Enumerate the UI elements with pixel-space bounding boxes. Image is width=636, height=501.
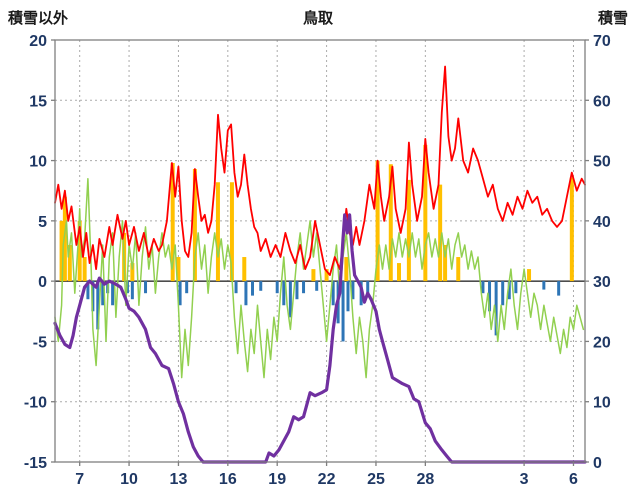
right-axis-title: 積雪 [597,10,628,27]
left-tick-label: 0 [38,274,47,291]
right-tick-label: 20 [593,334,611,351]
left-tick-label: -5 [33,334,47,351]
left-tick-label: -15 [24,455,47,472]
chart-title: 鳥取 [302,10,333,27]
right-tick-label: 30 [593,274,611,291]
right-tick-label: 60 [593,93,611,110]
right-tick-label: 0 [593,455,602,472]
left-tick-label: 10 [29,154,47,171]
x-tick-label: 16 [219,471,237,488]
red-line-series [54,65,586,277]
x-tick-label: 25 [367,471,385,488]
right-tick-label: 10 [593,395,611,412]
purple-snow-depth-line-series [53,213,587,464]
x-tick-label: 22 [318,471,336,488]
right-tick-label: 50 [593,154,611,171]
x-tick-label: 3 [520,471,529,488]
x-tick-label: 10 [120,471,138,488]
left-tick-label: 15 [29,93,47,110]
right-tick-label: 70 [593,33,611,50]
left-tick-label: -10 [24,395,47,412]
x-tick-label: 28 [416,471,434,488]
x-tick-label: 6 [569,471,578,488]
left-axis-title: 積雪以外 [8,10,69,27]
chart-header: 積雪以外 鳥取 積雪 [0,7,636,29]
tick-marks [51,39,589,466]
green-line-series [54,177,585,379]
x-tick-label: 19 [268,471,286,488]
left-tick-label: 5 [38,214,47,231]
plot-frame [54,39,586,463]
right-tick-label: 40 [593,214,611,231]
x-tick-label: 13 [170,471,188,488]
x-tick-label: 7 [75,471,84,488]
left-tick-label: 20 [29,33,47,50]
